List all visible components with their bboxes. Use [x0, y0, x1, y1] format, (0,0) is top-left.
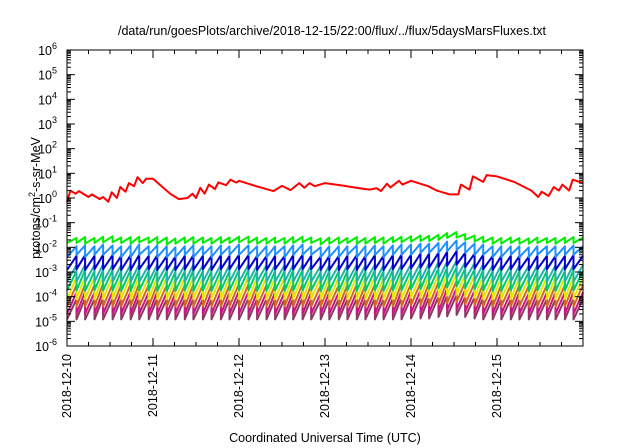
- x-tick-label: 2018-12-12: [232, 354, 246, 418]
- y-tick-exponent: 1: [52, 164, 57, 174]
- y-tick-base: 10: [38, 93, 52, 107]
- x-axis-label: Coordinated Universal Time (UTC): [229, 431, 421, 445]
- y-tick-exponent: 3: [52, 115, 57, 125]
- y-tick-base: 10: [38, 143, 52, 157]
- series-line-3: [66, 250, 584, 271]
- series-line-4: [66, 259, 584, 283]
- y-tick-label: 10-6: [35, 337, 57, 354]
- y-tick-exponent: -5: [49, 312, 57, 322]
- y-tick-label: 100: [38, 189, 57, 206]
- y-tick-label: 10-3: [35, 263, 57, 280]
- y-tick-label: 103: [38, 115, 57, 132]
- x-tick-label: 2018-12-11: [146, 354, 160, 417]
- series-line-9: [66, 293, 584, 321]
- y-tick-base: 10: [35, 266, 49, 280]
- y-tick-base: 10: [38, 192, 52, 206]
- y-tick-base: 10: [38, 118, 52, 132]
- y-tick-label: 102: [38, 140, 57, 157]
- x-tick-label: 2018-12-14: [404, 354, 418, 418]
- y-tick-exponent: 0: [52, 189, 57, 199]
- series-line-2: [66, 239, 584, 259]
- y-axis: 10-610-510-410-310-210-11001011021031041…: [35, 41, 583, 354]
- y-tick-base: 10: [35, 217, 49, 231]
- y-tick-exponent: 6: [52, 41, 57, 51]
- y-tick-exponent: -4: [49, 288, 57, 298]
- x-tick-label: 2018-12-10: [60, 354, 74, 418]
- y-tick-base: 10: [35, 291, 49, 305]
- y-axis-label-main: protons/cm: [29, 197, 43, 259]
- series-line-6: [66, 272, 584, 301]
- series-line-5: [66, 266, 584, 292]
- y-axis-label-rest: -s-sr-MeV: [29, 136, 43, 192]
- series-group: [66, 174, 584, 321]
- y-tick-label: 10-1: [35, 214, 57, 231]
- x-tick-label: 2018-12-13: [318, 354, 332, 418]
- y-tick-base: 10: [38, 44, 52, 58]
- chart-title: /data/run/goesPlots/archive/2018-12-15/2…: [118, 24, 547, 38]
- series-line-7: [66, 279, 584, 308]
- series-line-8: [66, 287, 584, 315]
- series-line-0: [66, 174, 584, 203]
- y-tick-base: 10: [35, 241, 49, 255]
- y-tick-exponent: -1: [49, 214, 57, 224]
- y-tick-base: 10: [35, 315, 49, 329]
- y-tick-base: 10: [35, 340, 49, 354]
- y-tick-exponent: -6: [49, 337, 57, 347]
- y-tick-exponent: -2: [49, 238, 57, 248]
- y-tick-base: 10: [38, 167, 52, 181]
- y-tick-label: 10-4: [35, 288, 57, 305]
- y-tick-base: 10: [38, 69, 52, 83]
- y-tick-label: 104: [38, 90, 57, 107]
- y-tick-exponent: 2: [52, 140, 57, 150]
- y-tick-exponent: 5: [52, 66, 57, 76]
- y-axis-label: protons/cm2-s-sr-MeV: [27, 136, 43, 258]
- series-line-1: [66, 231, 584, 246]
- y-tick-exponent: 4: [52, 90, 57, 100]
- x-tick-label: 2018-12-15: [490, 354, 504, 418]
- y-tick-label: 106: [38, 41, 57, 58]
- y-axis-label-sup: 2: [27, 192, 37, 197]
- y-tick-label: 10-5: [35, 312, 57, 329]
- x-axis: 2018-12-10 2018-12-11 2018-12-12 2018-12-13…: [60, 50, 584, 418]
- y-tick-label: 101: [38, 164, 57, 181]
- y-tick-exponent: -3: [49, 263, 57, 273]
- y-tick-label: 105: [38, 66, 57, 83]
- y-tick-label: 10-2: [35, 238, 57, 255]
